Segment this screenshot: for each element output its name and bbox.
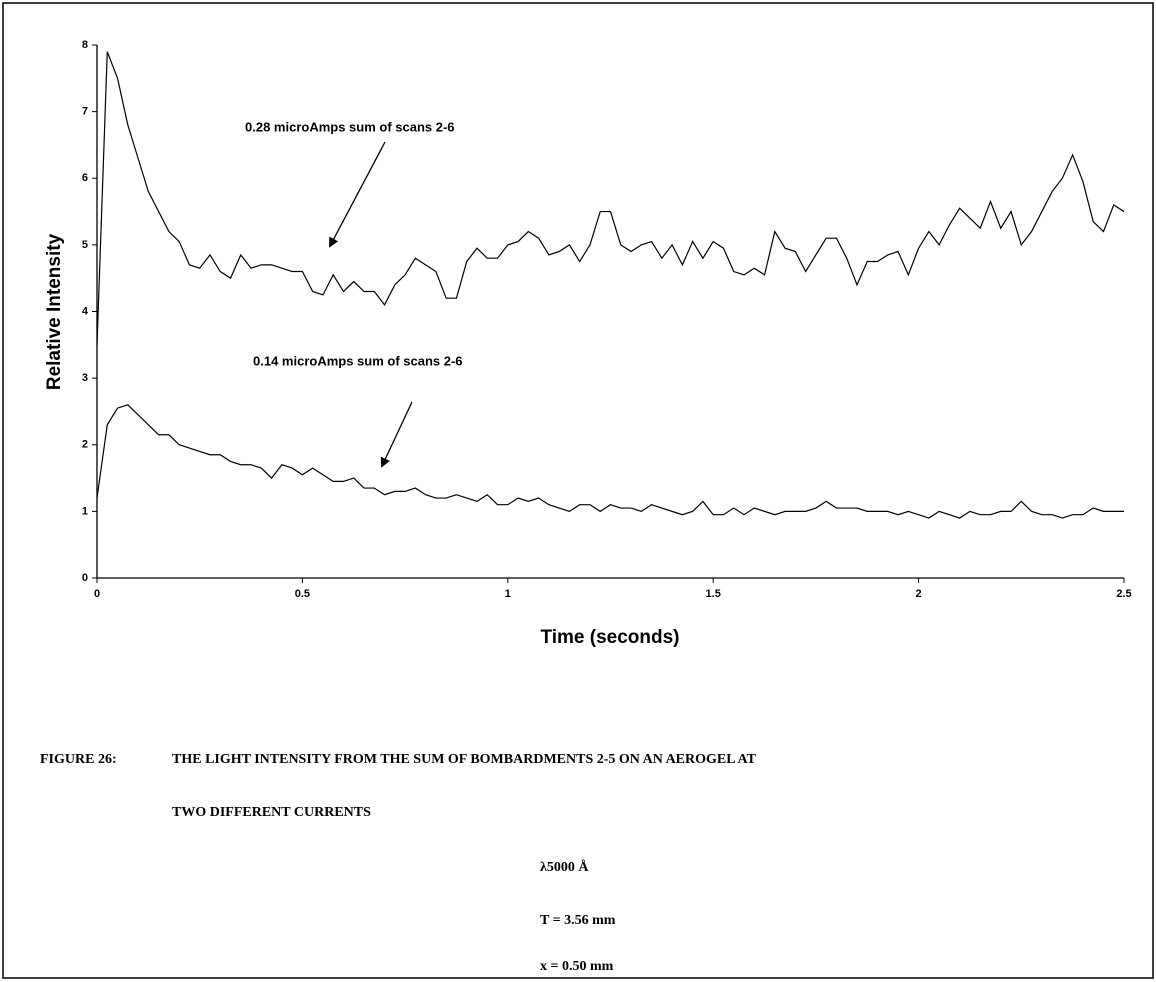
caption-param: λ5000 Å (540, 859, 589, 875)
caption-param: T = 3.56 mm (540, 913, 616, 928)
x-tick-label: 2.5 (1116, 588, 1131, 600)
y-tick-label: 7 (82, 106, 88, 118)
y-tick-label: 6 (82, 172, 88, 184)
caption-param: x = 0.50 mm (540, 959, 614, 974)
x-tick-label: 0.5 (295, 588, 310, 600)
arrow (329, 141, 386, 248)
annotation: 0.28 microAmps sum of scans 2-6 (245, 119, 455, 134)
y-tick-label: 0 (82, 572, 88, 584)
caption-line: TWO DIFFERENT CURRENTS (172, 805, 371, 820)
x-axis-title: Time (seconds) (540, 627, 679, 648)
x-tick-label: 0 (94, 588, 100, 600)
y-tick-label: 1 (82, 505, 88, 517)
arrow (380, 401, 413, 468)
x-tick-label: 1.5 (706, 588, 721, 600)
y-tick-label: 2 (82, 439, 88, 451)
y-axis-title: Relative Intensity (44, 233, 65, 390)
y-tick-label: 4 (82, 305, 89, 317)
annotation: 0.14 microAmps sum of scans 2-6 (253, 353, 463, 368)
y-tick-label: 5 (82, 239, 88, 251)
data-line (96, 404, 1124, 519)
x-tick-label: 2 (916, 588, 922, 600)
caption-line: THE LIGHT INTENSITY FROM THE SUM OF BOMB… (172, 752, 757, 767)
figure-label: FIGURE 26: (40, 752, 117, 767)
data-line (96, 51, 1125, 345)
y-tick-label: 8 (82, 39, 88, 51)
x-tick-label: 1 (505, 588, 511, 600)
y-tick-label: 3 (82, 372, 88, 384)
